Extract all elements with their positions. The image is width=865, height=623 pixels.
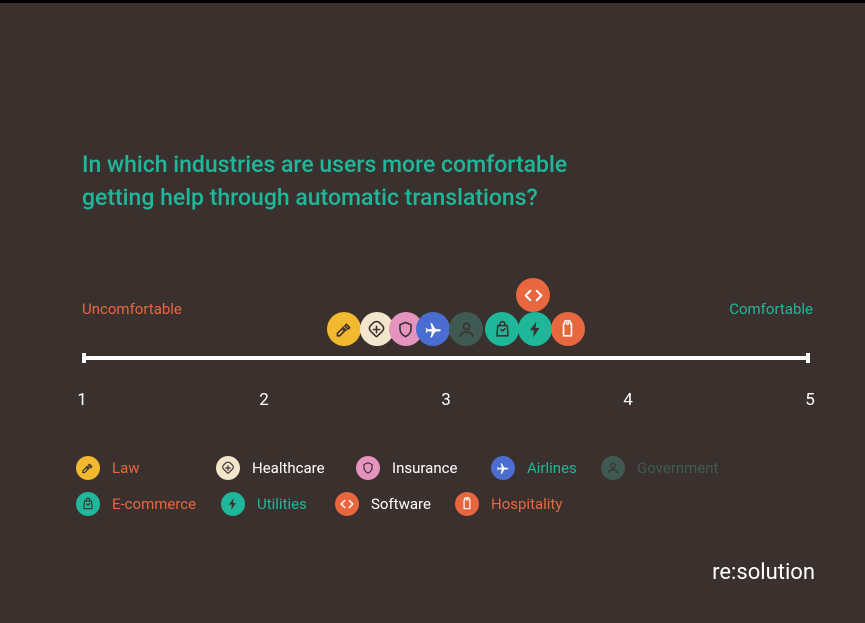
legend-item-insurance: Insurance (356, 450, 491, 486)
legend-label: Airlines (527, 459, 577, 477)
legend-label: Government (637, 459, 718, 477)
plane-icon (491, 456, 515, 480)
axis-tick: 3 (441, 390, 451, 410)
legend-label: Law (112, 459, 140, 477)
legend-item-healthcare: Healthcare (216, 450, 356, 486)
marker-hospitality (551, 312, 585, 346)
medical-cross-icon (216, 456, 240, 480)
legend-label: Software (371, 495, 431, 513)
marker-airlines (416, 312, 450, 346)
legend-item-hospitality: Hospitality (455, 486, 595, 522)
shield-icon (356, 456, 380, 480)
marker-ecommerce (485, 312, 519, 346)
marker-law (327, 312, 361, 346)
gavel-icon (76, 456, 100, 480)
legend-item-ecommerce: E-commerce (76, 486, 221, 522)
legend-item-airlines: Airlines (491, 450, 601, 486)
bolt-icon (221, 492, 245, 516)
axis-tick: 4 (623, 390, 633, 410)
brand: re:solution (712, 560, 815, 585)
axis-line (82, 356, 810, 360)
legend-item-software: Software (335, 486, 455, 522)
axis-tick: 1 (77, 390, 87, 410)
marker-utilities (518, 312, 552, 346)
bag-icon (76, 492, 100, 516)
legend-item-utilities: Utilities (221, 486, 335, 522)
marker-government (449, 312, 483, 346)
legend-label: Utilities (257, 495, 307, 513)
code-icon (335, 492, 359, 516)
doortag-icon (455, 492, 479, 516)
chart-title: In which industries are users more comfo… (82, 148, 582, 215)
legend-label: Hospitality (491, 495, 562, 513)
legend-item-law: Law (76, 450, 216, 486)
axis-tick: 5 (805, 390, 815, 410)
person-icon (601, 456, 625, 480)
legend-label: Insurance (392, 459, 457, 477)
legend: Law Healthcare Insurance Airlines Government… (76, 450, 816, 522)
legend-label: E-commerce (112, 495, 196, 513)
legend-item-government: Government (601, 450, 741, 486)
axis: 12345 (82, 356, 810, 414)
legend-label: Healthcare (252, 459, 325, 477)
axis-tick: 2 (259, 390, 269, 410)
axis-ticks: 12345 (82, 390, 810, 414)
marker-software (516, 278, 550, 312)
